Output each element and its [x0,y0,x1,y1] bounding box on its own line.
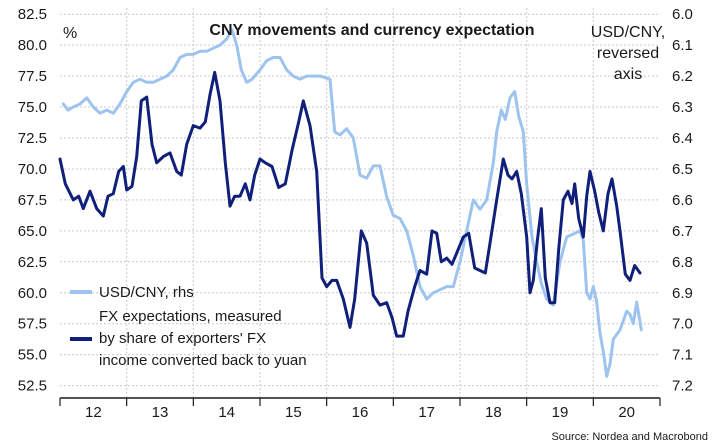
x-tick-label-12: 12 [85,404,102,421]
right-tick-label-4: 6.4 [672,130,693,147]
right-tick-label-9: 6.9 [672,285,693,302]
x-tick-label-18: 18 [485,404,502,421]
left-tick-label-6: 67.5 [18,192,47,209]
x-tick-label-15: 15 [285,404,302,421]
legend-label-fx-expectations-line-1: FX expectations, measured [99,308,282,325]
grid-lines [60,8,660,398]
right-tick-label-2: 6.2 [672,68,693,85]
x-tick-label-14: 14 [218,404,235,421]
left-axis-unit-label: % [63,25,77,42]
left-tick-label-5: 65.0 [18,223,47,240]
left-tick-label-2: 57.5 [18,316,47,333]
left-tick-label-0: 52.5 [18,378,47,395]
left-y-axis-ticks: 52.5 55.0 57.5 60.0 62.5 65.0 67.5 70.0 72.5 75.0… [18,6,47,394]
left-tick-label-3: 60.0 [18,285,47,302]
left-tick-label-4: 62.5 [18,254,47,271]
legend-label-fx-expectations-line-2: by share of exporters' FX [99,330,266,347]
right-tick-label-6: 6.6 [672,192,693,209]
series-line-usdcny [61,28,643,378]
series-line-fx-expectations [58,70,642,338]
right-tick-label-0: 6.0 [672,6,693,23]
left-tick-label-9: 75.0 [18,99,47,116]
left-tick-label-12: 82.5 [18,6,47,23]
x-tick-label-19: 19 [552,404,569,421]
right-axis-title-line-2: reversed [597,45,659,62]
right-axis-title-line-1: USD/CNY, [591,24,665,41]
x-tick-label-17: 17 [418,404,435,421]
right-tick-label-5: 6.5 [672,161,693,178]
source-note: Source: Nordea and Macrobond [551,431,708,443]
left-tick-label-7: 70.0 [18,161,47,178]
legend-label-usdcny: USD/CNY, rhs [99,284,194,301]
left-tick-label-11: 80.0 [18,37,47,54]
left-tick-label-10: 77.5 [18,68,47,85]
x-tick-label-20: 20 [618,404,635,421]
right-y-axis-ticks: 6.0 6.1 6.2 6.3 6.4 6.5 6.6 6.7 6.8 6.9 7.0 7.1 7.2 [672,6,693,394]
right-tick-label-10: 7.0 [672,316,693,333]
x-tick-label-13: 13 [152,404,169,421]
x-axis: 12 13 14 15 16 17 18 19 20 [59,397,661,421]
right-tick-label-3: 6.3 [672,99,693,116]
left-tick-label-8: 72.5 [18,130,47,147]
right-tick-label-11: 7.1 [672,347,693,364]
right-tick-label-7: 6.7 [672,223,693,240]
x-tick-label-16: 16 [352,404,369,421]
legend-label-fx-expectations-line-3: income converted back to yuan [99,352,307,369]
chart-title: CNY movements and currency expectation [209,22,534,39]
left-tick-label-1: 55.0 [18,347,47,364]
legend: USD/CNY, rhs FX expectations, measured b… [70,284,307,369]
right-tick-label-1: 6.1 [672,37,693,54]
right-tick-label-8: 6.8 [672,254,693,271]
series-lines [58,28,643,378]
right-axis-title-line-3: axis [614,66,642,83]
right-tick-label-12: 7.2 [672,378,693,395]
